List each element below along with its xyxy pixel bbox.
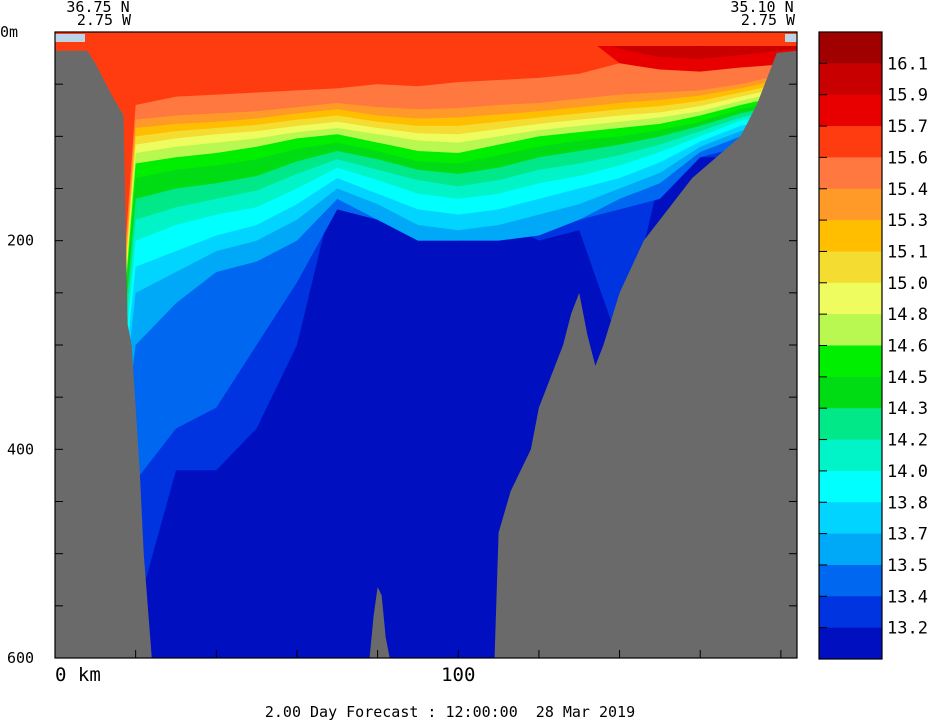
colorbar-swatch: [819, 188, 882, 221]
seafloor-seamount: [369, 587, 390, 658]
colorbar-swatch: [819, 126, 882, 158]
colorbar-label: 15.7: [887, 117, 928, 137]
colorbar-label: 15.9: [887, 86, 928, 106]
colorbar-label: 14.3: [887, 399, 928, 419]
corner-right-lat: 35.10 N: [730, 0, 793, 16]
axes: 0m 200 400 600 0 km 100: [0, 23, 798, 686]
surface-edge-right: [785, 34, 797, 42]
corner-left-lon: 2.75 W: [77, 11, 132, 29]
colorbar-swatch: [819, 251, 882, 284]
footer-forecast-label: 2.00 Day Forecast : 12:00:00 28 Mar 2019: [265, 703, 635, 721]
isotherm-band-14-2: [55, 32, 797, 658]
colorbar-label: 13.4: [887, 587, 928, 607]
colorbar-label: 15.1: [887, 242, 928, 262]
colorbar-swatch: [819, 596, 882, 629]
colorbar-swatch: [819, 220, 882, 252]
surface-band: [55, 32, 797, 46]
colorbar-label: 13.2: [887, 619, 928, 639]
colorbar-swatch: [819, 376, 882, 409]
colorbar: 16.1 15.9 15.7 15.6 15.4 15.3 15.1 15.0 14.8 14.6…: [818, 31, 928, 660]
colorbar-swatch: [819, 627, 882, 660]
colorbar-swatch: [819, 32, 882, 64]
colorbar-label: 15.4: [887, 180, 928, 200]
colorbar-label: 13.5: [887, 556, 928, 576]
colorbar-label: 13.7: [887, 525, 928, 545]
colorbar-swatch: [819, 533, 882, 566]
colorbar-swatch: [819, 408, 882, 441]
colorbar-label: 15.6: [887, 148, 928, 168]
colorbar-swatch: [819, 282, 882, 315]
colorbar-label: 14.8: [887, 305, 928, 325]
colorbar-label: 14.0: [887, 462, 928, 482]
seafloor-left-slope: [55, 50, 152, 658]
colorbar-swatch: [819, 157, 882, 190]
colorbar-label: 16.1: [887, 54, 928, 74]
colorbar-swatch: [819, 94, 882, 127]
plot-area: [55, 32, 797, 658]
x-tick-label: 100: [441, 664, 475, 686]
seafloor-right-slope: [494, 50, 797, 658]
isotherm-band-15-6: [55, 32, 797, 658]
colorbar-label: 15.3: [887, 211, 928, 231]
colorbar-swatch: [819, 63, 882, 96]
y-tick-label: 400: [7, 440, 34, 458]
y-tick-label: 200: [7, 232, 34, 250]
x-tick-label: 0 km: [55, 664, 101, 686]
colorbar-swatch: [819, 439, 882, 472]
colorbar-swatch: [819, 502, 882, 535]
y-tick-label: 0m: [0, 23, 18, 41]
colorbar-swatch: [819, 470, 882, 503]
colorbar-swatch: [819, 314, 882, 346]
y-tick-label: 600: [7, 649, 34, 667]
colorbar-label: 14.2: [887, 431, 928, 451]
corner-right-lon: 2.75 W: [741, 11, 796, 29]
surface-edge-left: [55, 34, 85, 42]
colorbar-label: 13.8: [887, 493, 928, 513]
colorbar-swatch: [819, 345, 882, 378]
colorbar-label: 14.6: [887, 337, 928, 357]
colorbar-label: 15.0: [887, 274, 928, 294]
colorbar-label: 14.5: [887, 368, 928, 388]
colorbar-swatch: [819, 564, 882, 597]
corner-left-lat: 36.75 N: [66, 0, 129, 16]
